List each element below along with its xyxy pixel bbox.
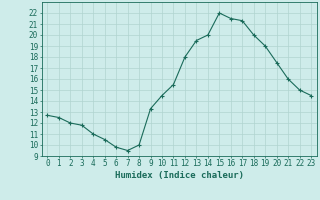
X-axis label: Humidex (Indice chaleur): Humidex (Indice chaleur)	[115, 171, 244, 180]
